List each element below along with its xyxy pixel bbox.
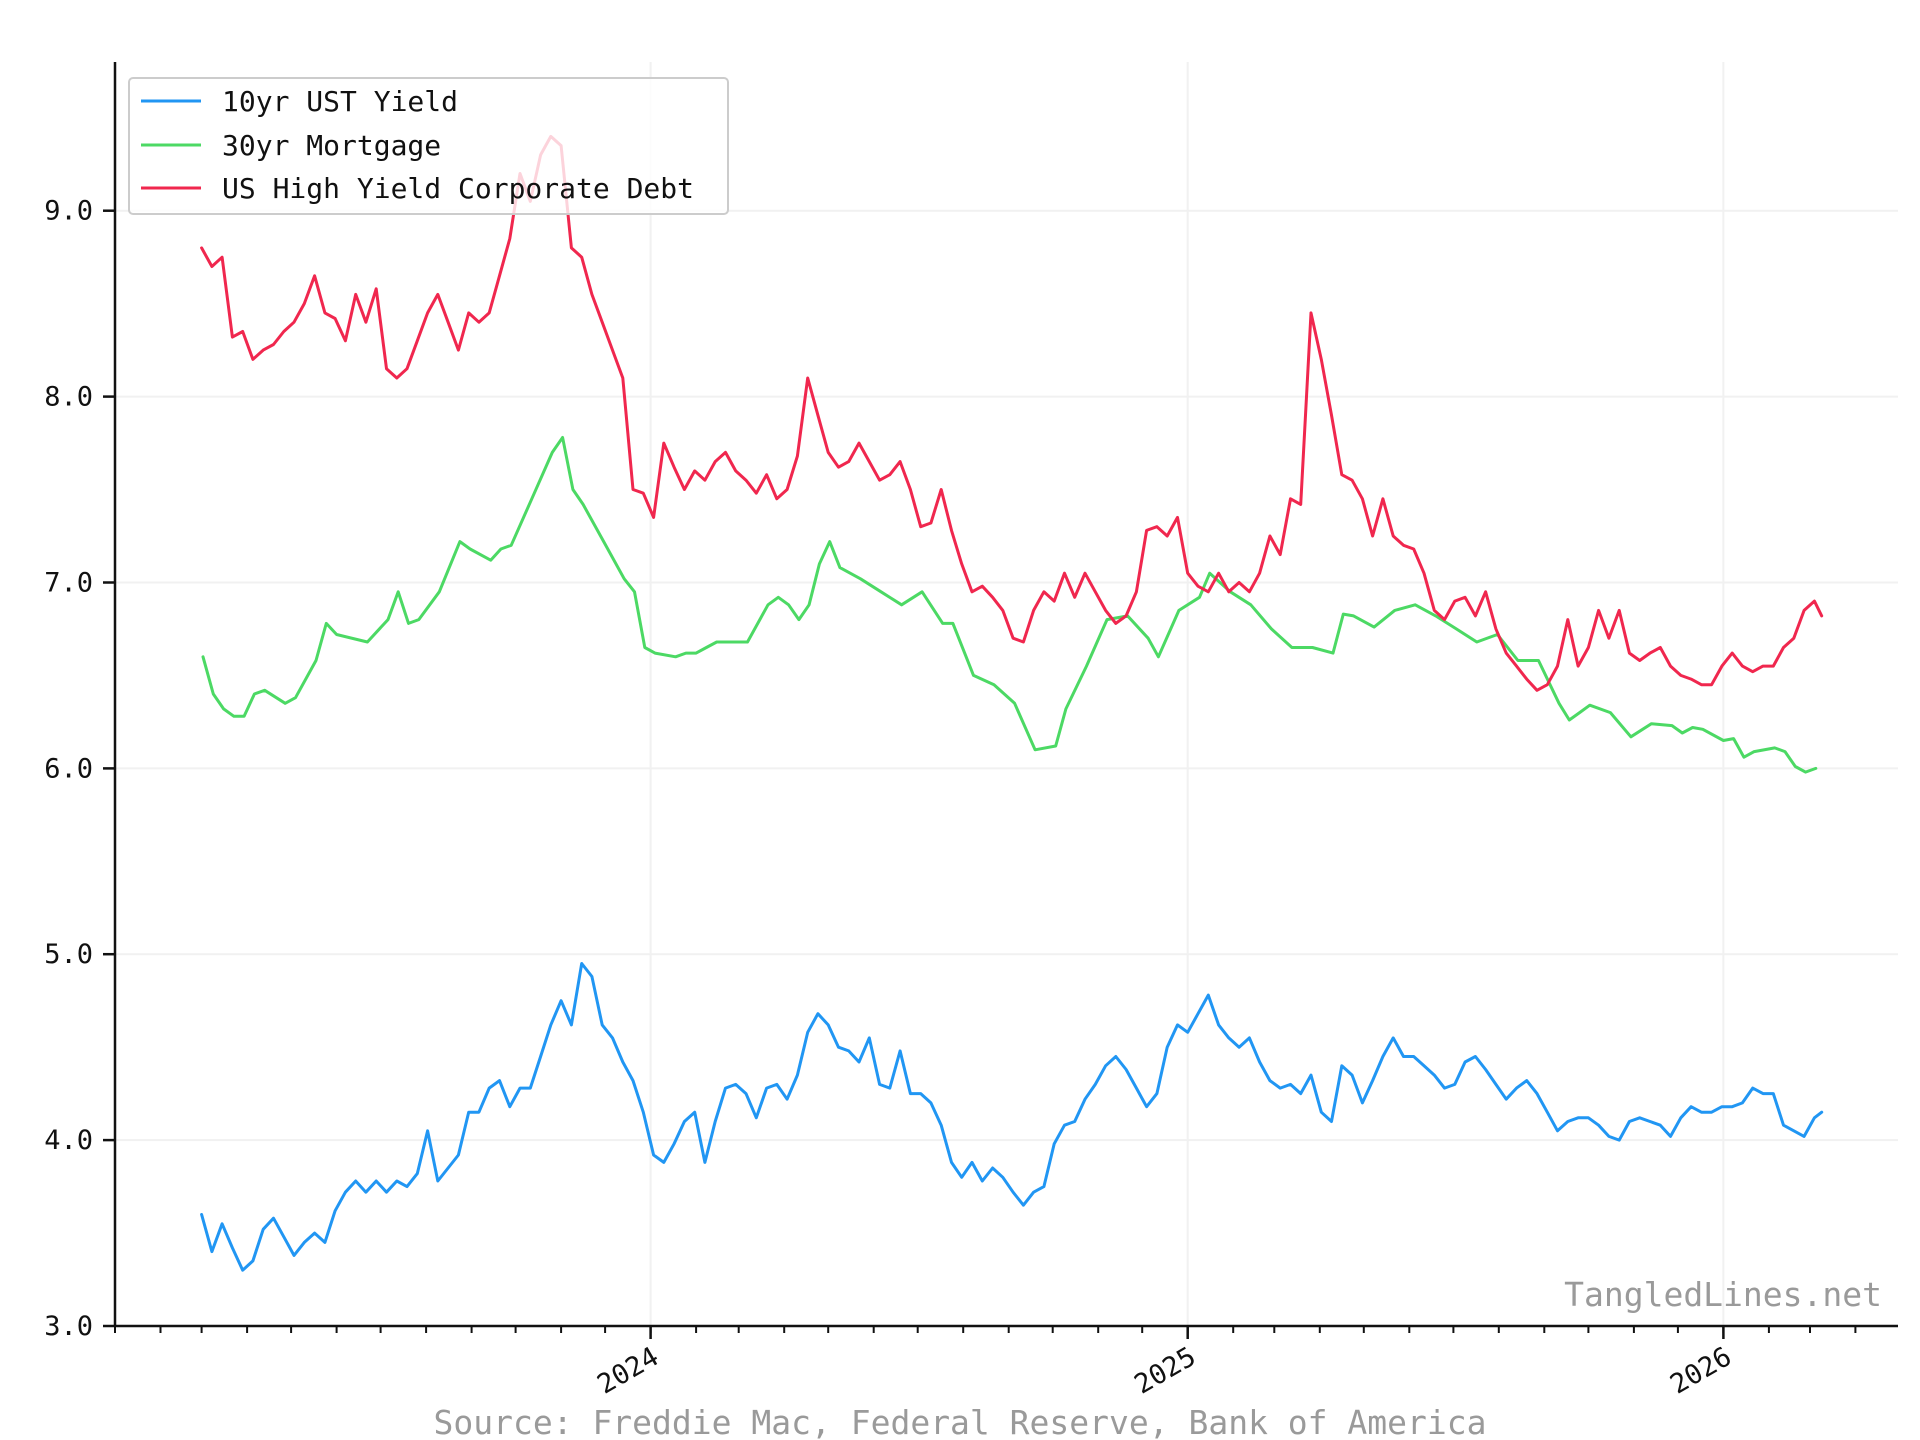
x-ticks: 2024 2025 2026 — [114, 1326, 1857, 1401]
legend-label-mortgage: 30yr Mortgage — [222, 129, 441, 162]
x-tick-label: 2025 — [1129, 1341, 1201, 1400]
axes — [113, 62, 1898, 1328]
y-tick-label: 5.0 — [44, 939, 93, 970]
legend-box — [128, 77, 729, 215]
legend: 10yr UST Yield 30yr Mortgage US High Yie… — [128, 77, 729, 215]
series-line-1 — [201, 436, 1818, 774]
y-tick-label: 3.0 — [44, 1311, 93, 1342]
watermark: TangledLines.net — [1564, 1275, 1882, 1314]
source-note: Source: Freddie Mac, Federal Reserve, Ba… — [434, 1403, 1487, 1440]
y-tick-label: 9.0 — [44, 196, 93, 227]
y-ticks: 3.0 4.0 5.0 6.0 7.0 8.0 9.0 — [44, 196, 115, 1342]
x-tick-label: 2024 — [592, 1341, 664, 1400]
x-tick-label: 2026 — [1665, 1341, 1737, 1400]
y-tick-label: 6.0 — [44, 753, 93, 784]
y-tick-label: 7.0 — [44, 568, 93, 599]
series-line-0 — [200, 962, 1824, 1272]
legend-label-hy: US High Yield Corporate Debt — [222, 172, 694, 205]
series-line-2 — [200, 134, 1824, 692]
legend-label-ust: 10yr UST Yield — [222, 85, 458, 118]
series-lines — [200, 134, 1824, 1272]
y-tick-label: 4.0 — [44, 1125, 93, 1156]
y-tick-label: 8.0 — [44, 382, 93, 413]
